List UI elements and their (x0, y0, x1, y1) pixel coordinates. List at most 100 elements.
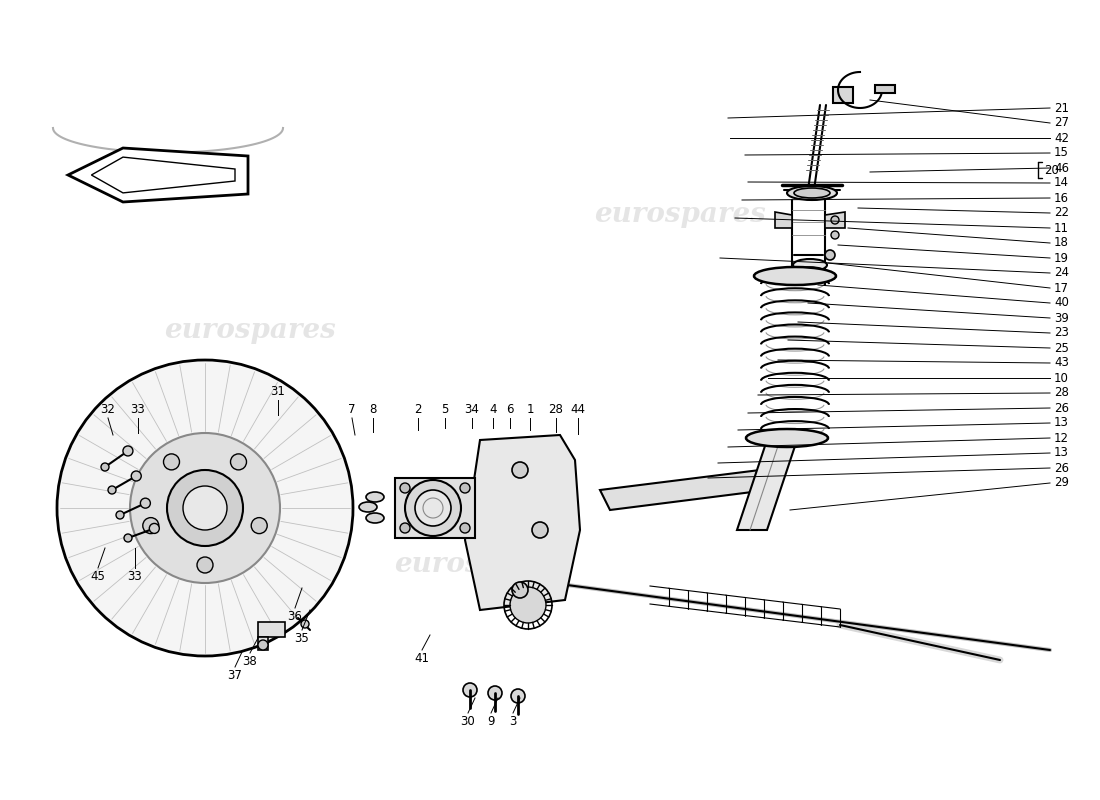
Circle shape (130, 433, 280, 583)
Text: 19: 19 (1054, 251, 1069, 265)
Text: 29: 29 (1054, 477, 1069, 490)
Circle shape (164, 454, 179, 470)
Text: 20: 20 (1044, 163, 1059, 177)
Text: 26: 26 (1054, 462, 1069, 474)
Ellipse shape (786, 186, 837, 200)
Circle shape (124, 534, 132, 542)
Text: 10: 10 (1054, 371, 1069, 385)
Polygon shape (465, 435, 580, 610)
Text: 8: 8 (370, 403, 376, 416)
Circle shape (460, 523, 470, 533)
Circle shape (197, 557, 213, 573)
Text: 41: 41 (415, 652, 429, 665)
Text: 5: 5 (441, 403, 449, 416)
Polygon shape (737, 440, 797, 530)
Text: 44: 44 (571, 403, 585, 416)
Circle shape (512, 582, 528, 598)
Text: 31: 31 (271, 385, 285, 398)
Text: 40: 40 (1054, 297, 1069, 310)
Circle shape (231, 454, 246, 470)
Circle shape (510, 587, 546, 623)
Text: 45: 45 (90, 570, 106, 583)
Text: 12: 12 (1054, 431, 1069, 445)
Text: 36: 36 (287, 610, 303, 623)
Circle shape (488, 686, 502, 700)
Text: 14: 14 (1054, 177, 1069, 190)
Circle shape (258, 640, 268, 650)
Text: 22: 22 (1054, 206, 1069, 219)
Circle shape (141, 498, 151, 508)
Polygon shape (600, 470, 768, 510)
Circle shape (825, 250, 835, 260)
Polygon shape (258, 637, 268, 650)
Circle shape (150, 523, 160, 534)
Text: 17: 17 (1054, 282, 1069, 294)
Text: 42: 42 (1054, 131, 1069, 145)
Text: 9: 9 (487, 715, 495, 728)
Ellipse shape (754, 267, 836, 285)
Circle shape (532, 522, 548, 538)
Text: 11: 11 (1054, 222, 1069, 234)
Circle shape (460, 483, 470, 493)
Circle shape (123, 446, 133, 456)
Text: 21: 21 (1054, 102, 1069, 114)
Polygon shape (825, 212, 845, 228)
Text: 23: 23 (1054, 326, 1069, 339)
Ellipse shape (795, 267, 825, 277)
Text: 33: 33 (131, 403, 145, 416)
Text: 27: 27 (1054, 117, 1069, 130)
Circle shape (301, 620, 309, 628)
Text: eurospares: eurospares (164, 317, 336, 343)
Text: 16: 16 (1054, 191, 1069, 205)
Text: 15: 15 (1054, 146, 1069, 159)
Text: 13: 13 (1054, 417, 1069, 430)
Polygon shape (395, 478, 475, 538)
Polygon shape (776, 212, 792, 228)
Text: 28: 28 (1054, 386, 1069, 399)
Text: 37: 37 (228, 669, 242, 682)
Circle shape (131, 471, 141, 481)
Text: eurospares: eurospares (394, 551, 565, 578)
Ellipse shape (793, 259, 827, 271)
Text: 24: 24 (1054, 266, 1069, 279)
Text: 30: 30 (461, 715, 475, 728)
Circle shape (251, 518, 267, 534)
Text: 38: 38 (243, 655, 257, 668)
Circle shape (830, 216, 839, 224)
Text: 34: 34 (464, 403, 480, 416)
Circle shape (101, 463, 109, 471)
Circle shape (415, 490, 451, 526)
Circle shape (400, 523, 410, 533)
Circle shape (400, 483, 410, 493)
Text: eurospares: eurospares (594, 202, 766, 229)
Text: 43: 43 (1054, 357, 1069, 370)
Circle shape (463, 683, 477, 697)
Text: 3: 3 (509, 715, 517, 728)
Ellipse shape (746, 429, 828, 447)
Circle shape (116, 511, 124, 519)
Polygon shape (258, 622, 285, 637)
Text: 4: 4 (490, 403, 497, 416)
Circle shape (57, 360, 353, 656)
Text: 25: 25 (1054, 342, 1069, 354)
Text: 33: 33 (128, 570, 142, 583)
Circle shape (830, 231, 839, 239)
Ellipse shape (359, 502, 377, 512)
Circle shape (512, 689, 525, 703)
Circle shape (512, 462, 528, 478)
Polygon shape (874, 85, 895, 93)
Circle shape (183, 486, 227, 530)
Circle shape (108, 486, 115, 494)
Text: 1: 1 (526, 403, 534, 416)
Ellipse shape (366, 492, 384, 502)
Ellipse shape (366, 513, 384, 523)
Text: 26: 26 (1054, 402, 1069, 414)
Text: 35: 35 (295, 632, 309, 645)
Polygon shape (68, 148, 248, 202)
Polygon shape (91, 157, 235, 193)
Circle shape (167, 470, 243, 546)
Polygon shape (833, 87, 853, 103)
Text: 46: 46 (1054, 162, 1069, 174)
Text: 18: 18 (1054, 237, 1069, 250)
Text: 39: 39 (1054, 311, 1069, 325)
